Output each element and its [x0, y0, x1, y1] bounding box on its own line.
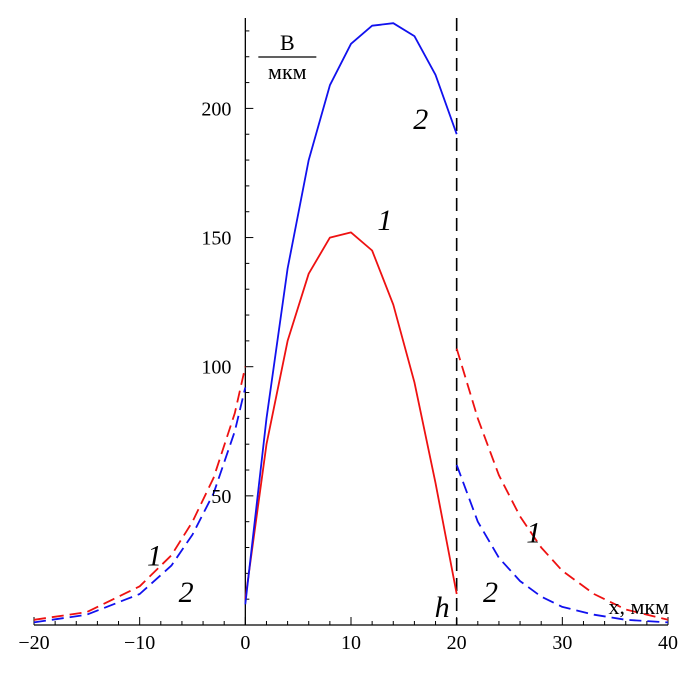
curve-2-outside-right: [455, 464, 669, 624]
curve-1-outside-right: [455, 348, 669, 621]
curve-number-label: 2: [413, 103, 428, 136]
x-tick-label: −10: [124, 632, 155, 654]
curve-2-outside-left: [33, 387, 247, 624]
curve-1-outside-left: [33, 366, 247, 621]
x-tick-label: −20: [18, 632, 49, 654]
x-tick-label: 40: [658, 632, 678, 654]
x-tick-label: 10: [341, 632, 361, 654]
y-tick-label: 200: [201, 98, 231, 120]
x-tick-label: 20: [447, 632, 467, 654]
curve-number-label: 2: [483, 576, 498, 609]
y-tick-label: 100: [201, 357, 231, 379]
x-tick-label: 30: [552, 632, 572, 654]
boundary-h-label: h: [435, 591, 450, 624]
curve-number-label: 1: [526, 516, 541, 549]
x-tick-label: 0: [240, 632, 250, 654]
y-tick-label: 50: [211, 486, 231, 508]
axes: [33, 18, 669, 626]
curve-1-inside: [244, 231, 458, 600]
y-tick-label: 150: [201, 228, 231, 250]
curve-number-label: 1: [147, 540, 162, 573]
curve-number-label: 1: [377, 204, 392, 237]
curves: [33, 22, 669, 624]
x-unit-label: x, мкм: [608, 594, 669, 619]
curve-number-label: 2: [179, 576, 194, 609]
y-unit-denominator: мкм: [268, 59, 307, 84]
curve-2-inside: [244, 22, 458, 605]
y-unit-numerator: В: [280, 30, 295, 55]
